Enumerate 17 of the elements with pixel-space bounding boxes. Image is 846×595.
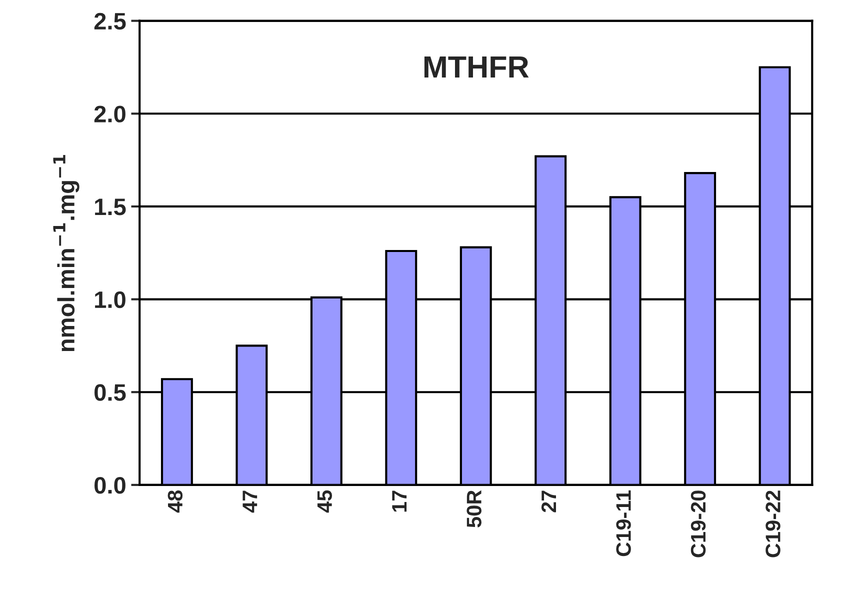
- x-tick-label: C19-11: [616, 490, 631, 556]
- text: MTHFR: [424, 56, 529, 78]
- x-tick-label: 48: [168, 490, 183, 513]
- x-tick-label: C19-22: [766, 490, 780, 558]
- x-tick-label: 47: [242, 490, 258, 513]
- x-tick-label: 45: [317, 490, 332, 513]
- x-tick-label: 27: [541, 490, 556, 512]
- x-tick-label: 50R: [466, 490, 482, 528]
- y-tick-label: 0.5: [94, 384, 126, 401]
- y-tick-label: 2.5: [94, 12, 126, 30]
- y-tick-label: 1.5: [95, 198, 126, 216]
- x-tick-label: 17: [392, 490, 407, 512]
- y-tick-label: 2.0: [94, 106, 126, 122]
- x-tick-label: C19-20: [690, 490, 706, 558]
- y-tick-label: 0.0: [94, 476, 126, 494]
- y-axis-title: nmol.min$^{−1}$.mg$^{−1}$: [53, 155, 80, 352]
- y-tick-label: 1.0: [95, 291, 126, 308]
